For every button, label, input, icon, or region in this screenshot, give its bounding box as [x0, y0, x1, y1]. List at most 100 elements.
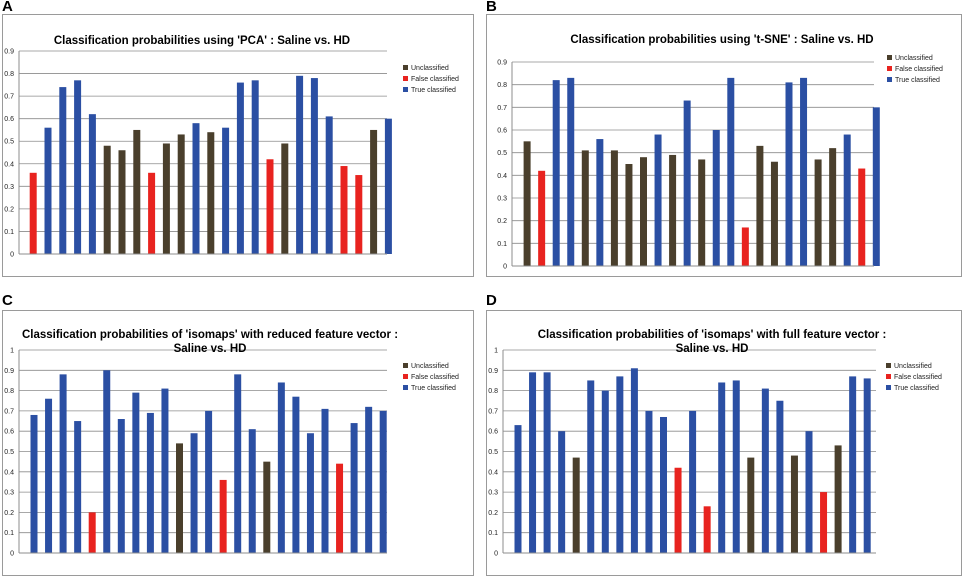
- bar-11: [669, 154, 677, 266]
- bar-10: [162, 143, 170, 254]
- legend-swatch: [403, 76, 408, 81]
- bar-9: [630, 368, 638, 553]
- bar-16: [732, 380, 740, 553]
- y-tick-label: 0.1: [4, 229, 14, 236]
- y-tick-label: 0.2: [497, 218, 507, 225]
- bar-20: [306, 433, 314, 553]
- legend-swatch: [886, 374, 891, 379]
- bar-2: [44, 127, 52, 254]
- bar-20: [310, 78, 318, 254]
- bar-15: [727, 77, 735, 266]
- y-tick-label: 0.9: [497, 60, 507, 67]
- y-tick-label: 1: [494, 348, 498, 355]
- bar-2: [538, 170, 546, 266]
- y-tick-label: 0.4: [4, 469, 14, 476]
- bar-7: [117, 419, 125, 553]
- y-tick-label: 0.3: [4, 490, 14, 497]
- bar-18: [770, 161, 778, 266]
- bar-8: [616, 376, 624, 553]
- bar-12: [674, 467, 682, 553]
- bar-24: [370, 129, 378, 254]
- bar-8: [133, 129, 141, 254]
- y-tick-label: 0.6: [497, 128, 507, 135]
- legend-swatch: [887, 66, 892, 71]
- legend-swatch: [403, 385, 408, 390]
- panel-label-d: D: [486, 292, 497, 309]
- bar-8: [132, 392, 140, 553]
- bar-6: [596, 139, 604, 266]
- bar-7: [601, 390, 609, 553]
- bar-5: [581, 150, 589, 266]
- y-tick-label: 0: [10, 551, 14, 558]
- bar-5: [572, 457, 580, 553]
- bar-9: [148, 172, 156, 254]
- bar-23: [834, 445, 842, 553]
- bar-22: [340, 166, 348, 254]
- chart-panel-c: 0 0.1 0.2 0.3 0.4 0.5 0.6 0.7 0.8 0.9 1 Classificat…: [2, 310, 474, 576]
- y-tick-label: 0.6: [4, 116, 14, 123]
- y-tick-label: 0.4: [497, 173, 507, 180]
- bar-6: [103, 145, 111, 254]
- bar-2: [45, 398, 53, 553]
- chart-panel-a: 0 0.1 0.2 0.3 0.4 0.5 0.6 0.7 0.8 0.9 Classificati…: [2, 14, 474, 277]
- legend-label: False classified: [894, 374, 942, 381]
- bar-20: [800, 77, 808, 266]
- chart-frame-b: [486, 14, 962, 277]
- panel-label-c: C: [2, 292, 13, 309]
- chart-title: Classification probabilities using 't-SN…: [570, 34, 873, 46]
- bar-3: [59, 87, 67, 254]
- bar-15: [234, 374, 242, 553]
- bar-25: [384, 118, 392, 255]
- bar-19: [296, 75, 304, 254]
- bar-8: [625, 164, 633, 266]
- bar-14: [712, 130, 720, 266]
- bar-18: [277, 382, 285, 553]
- chart-title: Saline vs. HD: [676, 343, 749, 355]
- chart-title: Classification probabilities using 'PCA'…: [54, 35, 350, 47]
- bar-1: [514, 425, 522, 553]
- bar-12: [683, 100, 691, 267]
- y-tick-label: 0.3: [497, 196, 507, 203]
- y-tick-label: 0.4: [488, 469, 498, 476]
- bar-9: [640, 157, 647, 266]
- bar-25: [872, 107, 880, 266]
- y-tick-label: 0.4: [4, 161, 14, 168]
- y-tick-label: 0.5: [488, 449, 498, 456]
- y-tick-label: 0.2: [4, 510, 14, 517]
- bar-23: [843, 134, 851, 266]
- bar-5: [88, 114, 96, 255]
- bar-22: [820, 492, 828, 553]
- bar-4: [74, 421, 82, 553]
- y-tick-label: 0.1: [488, 530, 498, 537]
- y-tick-label: 0.8: [497, 82, 507, 89]
- legend-swatch: [403, 65, 408, 70]
- y-tick-label: 0.6: [488, 429, 498, 436]
- y-tick-label: 0.9: [4, 49, 14, 56]
- legend-label: False classified: [895, 66, 943, 73]
- y-tick-label: 0.9: [488, 368, 498, 375]
- y-tick-label: 0.2: [4, 206, 14, 213]
- bar-1: [523, 141, 531, 266]
- bar-6: [103, 370, 111, 553]
- legend-swatch: [403, 363, 408, 368]
- legend-label: Unclassified: [895, 55, 933, 62]
- y-tick-label: 1: [10, 348, 14, 355]
- bar-15: [236, 82, 244, 254]
- bar-18: [761, 388, 769, 553]
- bar-20: [790, 455, 798, 553]
- bar-10: [645, 410, 653, 553]
- bar-22: [829, 148, 837, 266]
- y-tick-label: 0.7: [4, 408, 14, 415]
- bar-24: [365, 406, 373, 553]
- y-tick-label: 0: [503, 264, 507, 271]
- bar-22: [336, 463, 344, 553]
- legend-swatch: [887, 55, 892, 60]
- bar-11: [177, 134, 185, 254]
- bar-12: [190, 433, 198, 553]
- y-tick-label: 0.3: [488, 490, 498, 497]
- bar-23: [355, 175, 363, 254]
- legend-swatch: [403, 87, 408, 92]
- bar-3: [543, 372, 551, 553]
- chart-panel-d: 0 0.1 0.2 0.3 0.4 0.5 0.6 0.7 0.8 0.9 1 Classificat…: [486, 310, 962, 576]
- y-tick-label: 0.5: [497, 150, 507, 157]
